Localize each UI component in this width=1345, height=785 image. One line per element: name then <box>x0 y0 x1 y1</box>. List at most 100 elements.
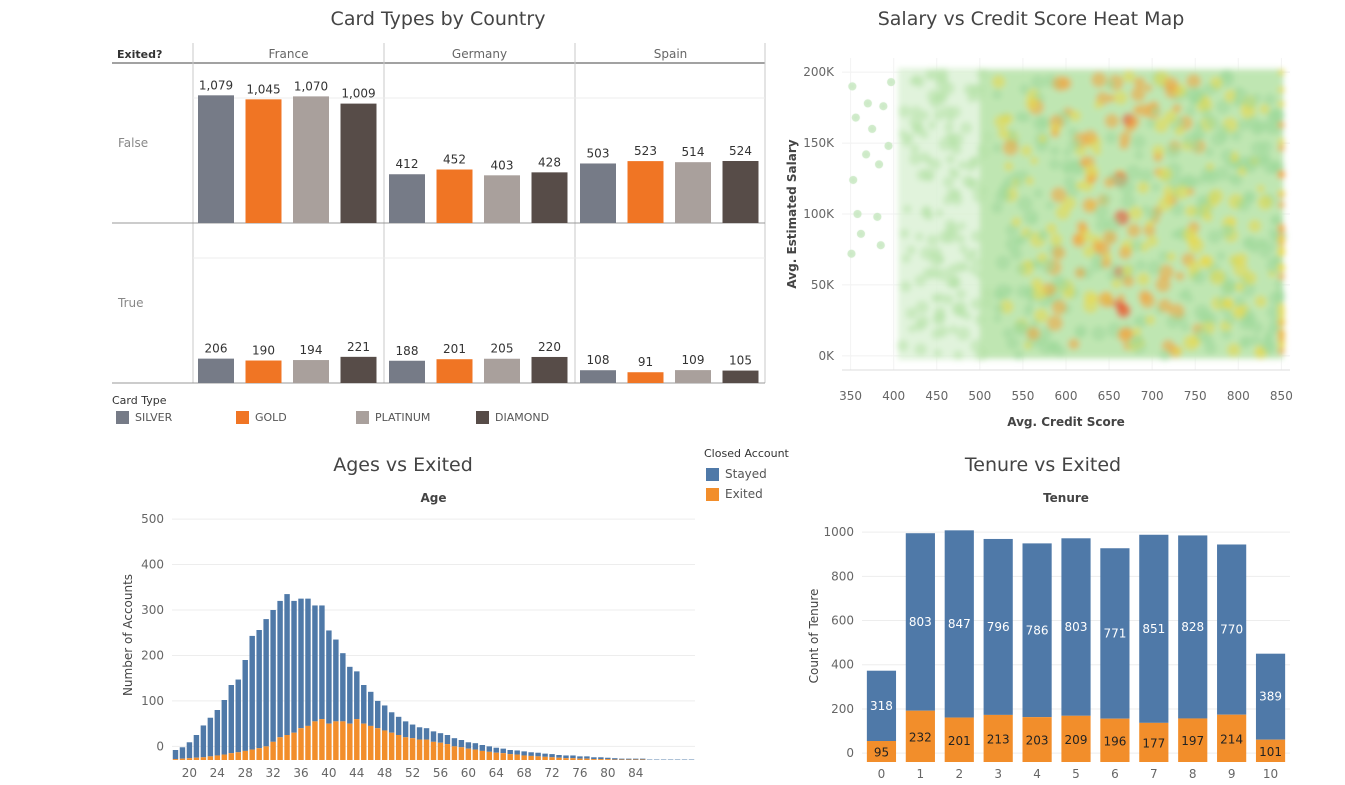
bar-exited-age-73 <box>556 757 562 760</box>
bar-stayed-age-83 <box>626 758 632 760</box>
bar-stayed-age-78 <box>591 757 597 760</box>
density-blob <box>1274 279 1284 290</box>
exited-value-label: 203 <box>1026 734 1049 748</box>
density-blob <box>1038 339 1055 356</box>
density-blob <box>1019 83 1030 95</box>
density-blob <box>993 303 1005 314</box>
density-blob <box>1128 206 1143 221</box>
x-tick-label: 28 <box>238 766 253 780</box>
density-blob <box>1125 164 1142 181</box>
y-tick-label: 50K <box>811 278 835 292</box>
bar-stayed-age-80 <box>605 757 611 760</box>
density-blob <box>908 152 922 166</box>
bar-stayed-tenure-8 <box>1178 535 1208 719</box>
bar-exited-tenure-9 <box>1217 714 1247 762</box>
density-blob <box>1003 161 1014 172</box>
density-blob <box>1226 343 1241 357</box>
bar-stayed-age-60 <box>465 742 472 749</box>
legend-item-diamond[interactable]: DIAMOND <box>476 411 549 424</box>
density-blob <box>944 122 955 133</box>
density-blob <box>1052 76 1068 92</box>
legend-item-gold[interactable]: GOLD <box>236 411 287 424</box>
y-tick-label: 200K <box>803 65 835 79</box>
card-legend-title: Card Type <box>112 394 167 407</box>
y-tick-label: 800 <box>831 569 854 583</box>
bar-exited-age-22 <box>200 757 207 760</box>
heat-chart-title: Salary vs Credit Score Heat Map <box>877 8 1185 30</box>
legend-item-platinum[interactable]: PLATINUM <box>356 411 430 424</box>
density-blob <box>1165 143 1181 159</box>
bar-exited-age-61 <box>472 749 479 760</box>
exited-value-label: 177 <box>1142 736 1165 750</box>
sparse-point <box>879 102 888 111</box>
bar-exited-age-65 <box>500 753 506 760</box>
bar-exited-age-37 <box>305 725 311 760</box>
density-blob <box>925 212 934 221</box>
density-blob <box>1133 76 1146 89</box>
density-blob <box>1131 134 1147 150</box>
density-blob <box>1105 79 1115 89</box>
bar-stayed-age-36 <box>298 598 304 729</box>
density-blob <box>947 133 958 144</box>
x-tick-label: 1 <box>917 767 925 781</box>
bar-exited-age-74 <box>563 758 569 760</box>
density-blob <box>974 314 986 326</box>
density-blob <box>1260 337 1276 353</box>
density-blob <box>1145 315 1156 326</box>
bar-false-france-gold <box>245 99 282 223</box>
row-label-false: False <box>118 136 148 150</box>
column-header-france: France <box>269 47 309 61</box>
density-blob <box>919 151 930 163</box>
density-blob <box>1050 187 1067 203</box>
density-blob <box>1182 227 1197 242</box>
legend-item-stayed[interactable]: Stayed <box>706 467 767 481</box>
density-blob <box>1020 145 1033 157</box>
density-blob <box>1197 174 1208 185</box>
bar-exited-age-44 <box>354 719 360 760</box>
legend-item-silver[interactable]: SILVER <box>116 411 172 424</box>
density-blob <box>1024 285 1035 296</box>
bar-value-label: 91 <box>638 355 653 369</box>
exited-value-label: 201 <box>948 734 971 748</box>
density-blob <box>972 189 986 204</box>
bar-exited-age-76 <box>577 758 583 760</box>
density-blob <box>1122 70 1136 83</box>
bar-true-spain-platinum <box>675 370 711 383</box>
density-blob <box>1104 216 1120 233</box>
density-blob <box>912 123 923 133</box>
bar-false-spain-silver <box>580 163 616 223</box>
density-blob <box>927 120 937 130</box>
density-blob <box>1033 188 1044 199</box>
density-blob <box>1076 220 1088 232</box>
x-tick-label: 32 <box>265 766 280 780</box>
density-blob <box>1013 320 1029 337</box>
y-tick-label: 300 <box>141 603 164 617</box>
density-blob <box>1052 274 1065 288</box>
density-blob <box>946 113 955 123</box>
density-blob <box>1030 75 1046 90</box>
density-blob <box>1026 326 1041 341</box>
stayed-value-label: 786 <box>1026 623 1049 637</box>
density-blob <box>1029 216 1038 225</box>
density-blob <box>1093 100 1103 110</box>
density-blob <box>976 68 989 81</box>
density-blob <box>1250 321 1264 334</box>
density-blob <box>1013 350 1024 361</box>
column-header-germany: Germany <box>452 47 507 61</box>
density-blob <box>981 297 993 309</box>
density-blob <box>1263 93 1276 106</box>
bar-true-france-platinum <box>293 360 329 383</box>
x-tick-label: 56 <box>433 766 448 780</box>
bar-stayed-age-42 <box>340 653 346 722</box>
bar-stayed-age-79 <box>598 757 604 760</box>
bar-value-label: 105 <box>729 354 752 368</box>
bar-stayed-age-34 <box>284 594 290 735</box>
bar-exited-age-41 <box>333 721 339 760</box>
legend-item-exited[interactable]: Exited <box>706 487 763 501</box>
density-blob <box>1082 245 1095 258</box>
bar-stayed-age-24 <box>214 710 221 756</box>
bar-false-germany-silver <box>389 174 425 223</box>
density-blob <box>1277 236 1285 244</box>
bar-exited-age-38 <box>312 721 318 760</box>
bar-exited-age-54 <box>423 739 430 760</box>
